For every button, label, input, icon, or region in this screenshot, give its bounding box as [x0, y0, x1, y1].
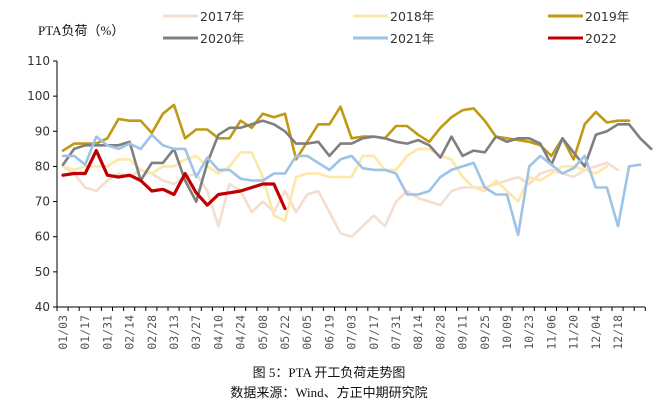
legend-label: 2020年	[200, 31, 244, 46]
x-tick-label: 10/09	[500, 315, 514, 350]
x-tick-label: 01/31	[100, 315, 114, 350]
chart-caption: 图 5：PTA 开工负荷走势图	[252, 365, 406, 380]
x-tick-label: 03/13	[167, 315, 181, 350]
series-line-2021年	[61, 133, 642, 237]
y-tick-label: 90	[35, 124, 50, 138]
x-tick-label: 05/22	[278, 315, 292, 350]
x-tick-label: 06/05	[300, 315, 314, 350]
legend-label: 2017年	[200, 9, 244, 24]
x-tick-label: 12/04	[589, 315, 603, 350]
series-line-2022	[61, 149, 287, 211]
line-chart: PTA负荷（%） 40 50 60 70 80 90 100 110 01/03 01/17 01/3…	[27, 9, 653, 350]
legend-label: 2021年	[390, 31, 434, 46]
x-tick-label: 01/17	[78, 315, 92, 350]
legend-label: 2019年	[585, 9, 629, 24]
x-tick-label: 07/31	[389, 315, 403, 350]
x-tick-label: 04/24	[234, 315, 248, 350]
y-tick-label: 40	[35, 300, 50, 314]
x-tick-label: 01/03	[56, 315, 70, 350]
x-tick-label: 09/11	[456, 315, 470, 350]
series-line-2020年	[61, 119, 653, 203]
y-tick-label: 100	[27, 89, 50, 103]
x-tick-label: 12/18	[611, 315, 625, 350]
x-tick-label: 08/28	[433, 315, 447, 350]
y-tick-label: 50	[35, 265, 50, 279]
x-tick-label: 04/10	[211, 315, 225, 350]
x-tick-label: 03/27	[189, 315, 203, 350]
x-tick-label: 07/03	[345, 315, 359, 350]
chart-source: 数据来源：Wind、方正中期研究院	[230, 385, 428, 400]
y-tick-label: 110	[27, 54, 50, 68]
x-tick-label: 02/28	[145, 315, 159, 350]
x-tick-label: 11/06	[544, 315, 558, 350]
chart-title: PTA负荷（%）	[38, 23, 124, 38]
x-tick-label: 08/14	[411, 315, 425, 350]
y-tick-label: 60	[35, 230, 50, 244]
x-tick-label: 11/20	[567, 315, 581, 350]
series-line-2018年	[61, 147, 609, 223]
x-tick-label: 02/14	[123, 315, 137, 350]
x-tick-label: 06/19	[322, 315, 336, 350]
y-tick-label: 70	[35, 195, 50, 209]
y-tick-label: 80	[35, 159, 50, 173]
legend-label: 2018年	[390, 9, 434, 24]
x-tick-label: 07/17	[367, 315, 381, 350]
x-tick-label: 09/25	[478, 315, 492, 350]
x-tick-label: 10/23	[522, 315, 536, 350]
x-tick-label: 05/08	[256, 315, 270, 350]
series-line-2019年	[61, 103, 631, 161]
legend-label: 2022	[585, 31, 617, 46]
